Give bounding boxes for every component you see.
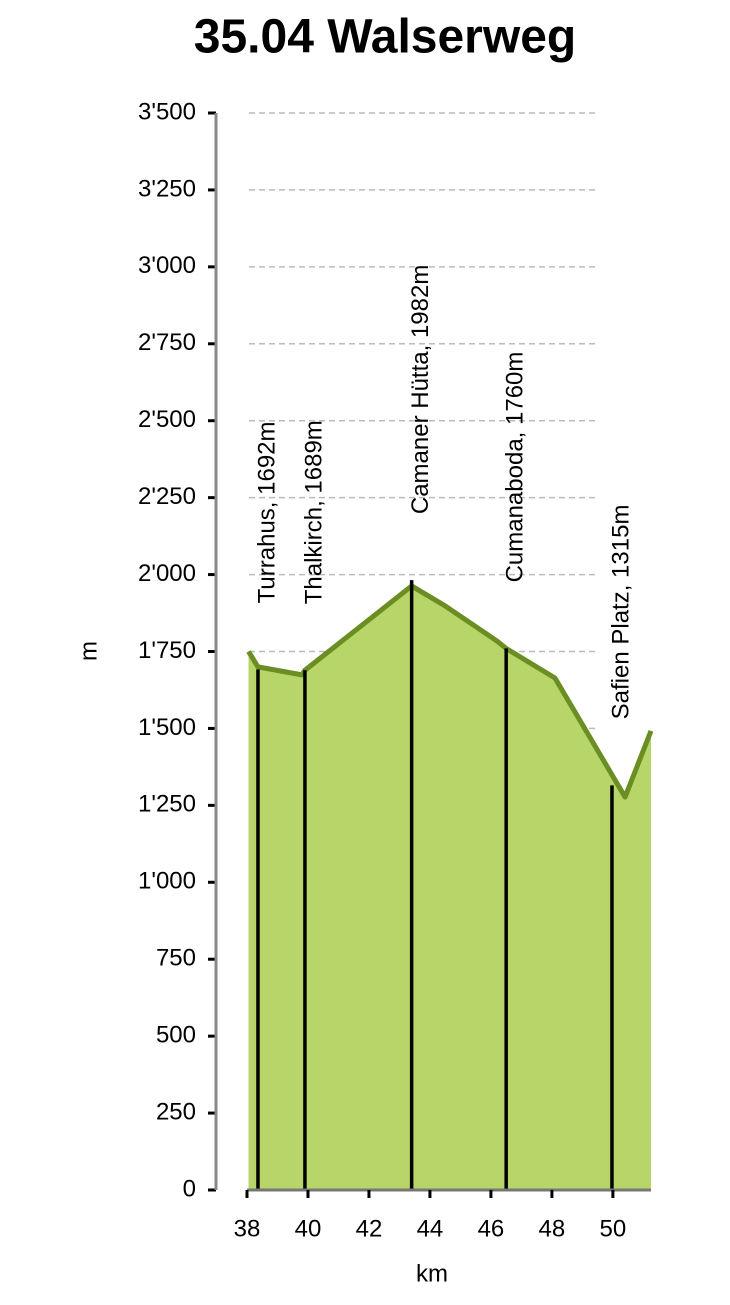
elevation-line [246, 583, 654, 800]
y-tick-label: 3'000 [138, 252, 196, 279]
y-tick-label: 3'250 [138, 175, 196, 202]
y-tick-label: 750 [156, 945, 196, 972]
elevation-area [248, 585, 651, 1190]
y-tick-label: 2'500 [138, 406, 196, 433]
y-tick-label: 2'750 [138, 329, 196, 356]
y-tick-label: 1'000 [138, 868, 196, 895]
x-tick-label: 46 [478, 1215, 505, 1242]
waypoint-label: Cumanaboda, 1760m [502, 352, 529, 583]
y-axis-label: m [75, 641, 102, 661]
y-tick-label: 3'500 [138, 98, 196, 125]
x-tick-label: 50 [600, 1215, 627, 1242]
y-tick-label: 1'750 [138, 637, 196, 664]
y-tick-label: 2'000 [138, 560, 196, 587]
x-axis-label: km [416, 1260, 448, 1287]
waypoint-label: Safien Platz, 1315m [607, 505, 634, 720]
y-tick-label: 250 [156, 1098, 196, 1125]
x-tick-label: 40 [295, 1215, 322, 1242]
x-tick-label: 38 [234, 1215, 261, 1242]
waypoint-label: Turrahus, 1692m [253, 421, 280, 603]
waypoint-label: Camaner Hütta, 1982m [407, 265, 434, 514]
y-tick-label: 2'250 [138, 483, 196, 510]
x-tick-label: 44 [417, 1215, 444, 1242]
y-tick-label: 500 [156, 1021, 196, 1048]
x-tick-label: 42 [356, 1215, 383, 1242]
chart-title: 35.04 Walserweg [194, 11, 576, 64]
x-tick-label: 48 [539, 1215, 566, 1242]
y-tick-label: 1'250 [138, 791, 196, 818]
waypoint-label: Thalkirch, 1689m [300, 420, 327, 604]
y-tick-label: 0 [183, 1175, 196, 1202]
y-tick-label: 1'500 [138, 714, 196, 741]
